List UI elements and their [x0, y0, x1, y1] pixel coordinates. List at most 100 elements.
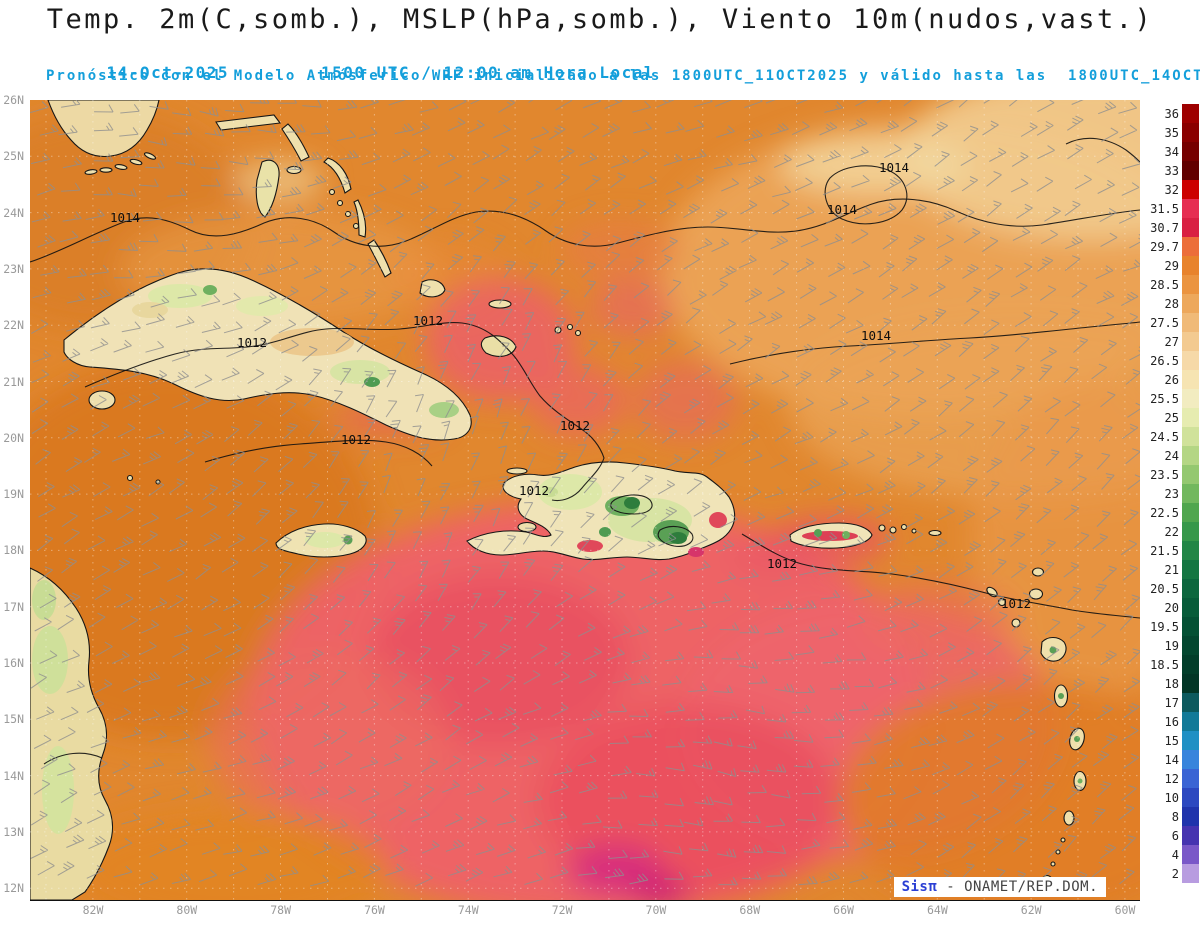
lon-label: 66W [833, 903, 854, 917]
colorbar-label: 16 [1164, 714, 1179, 729]
colorbar-label: 32 [1164, 182, 1179, 197]
colorbar-label: 21.5 [1150, 543, 1179, 558]
colorbar-entry: 20 [1146, 598, 1199, 617]
colorbar-entry: 16 [1146, 712, 1199, 731]
lat-label: 12N [3, 881, 24, 896]
colorbar-entry: 2 [1146, 864, 1199, 883]
isobar-label: 1014 [879, 160, 909, 175]
colorbar-entry: 22.5 [1146, 503, 1199, 522]
colorbar-swatch [1182, 142, 1199, 161]
colorbar-swatch [1182, 636, 1199, 655]
datetime-line: 14-Oct-2025 1500 UTC / 12:00 am Hora Loca… [62, 44, 655, 101]
colorbar-label: 35 [1164, 125, 1179, 140]
colorbar-entry: 20.5 [1146, 579, 1199, 598]
colorbar-entry: 36 [1146, 104, 1199, 123]
colorbar-entry: 25 [1146, 408, 1199, 427]
colorbar-entry: 19.5 [1146, 617, 1199, 636]
colorbar-label: 34 [1164, 144, 1179, 159]
latlon-grid [30, 100, 1140, 900]
colorbar-entry: 19 [1146, 636, 1199, 655]
colorbar-label: 27.5 [1150, 315, 1179, 330]
lat-label: 22N [3, 318, 24, 333]
colorbar-label: 18.5 [1150, 657, 1179, 672]
lon-label: 78W [270, 903, 292, 917]
colorbar-label: 24.5 [1150, 429, 1179, 444]
colorbar-label: 21 [1164, 562, 1179, 577]
isobar-label: 1012 [767, 556, 797, 571]
colorbar-entry: 33 [1146, 161, 1199, 180]
colorbar-swatch [1182, 826, 1199, 845]
colorbar-entry: 27 [1146, 332, 1199, 351]
lon-label: 76W [364, 903, 385, 917]
colorbar-entry: 23 [1146, 484, 1199, 503]
colorbar-entry: 35 [1146, 123, 1199, 142]
colorbar-swatch [1182, 845, 1199, 864]
colorbar-swatch [1182, 351, 1199, 370]
wind-barb-glyphs [30, 100, 1140, 887]
page-title: Temp. 2m(C,somb.), MSLP(hPa,somb.), Vien… [46, 4, 1154, 35]
lon-label: 82W [82, 903, 104, 917]
lat-label: 14N [3, 768, 24, 783]
colorbar-entry: 21.5 [1146, 541, 1199, 560]
colorbar-swatch [1182, 408, 1199, 427]
colorbar-label: 19.5 [1150, 619, 1179, 634]
isobar-label: 1014 [110, 210, 140, 225]
colorbar-entry: 24.5 [1146, 427, 1199, 446]
colorbar-swatch [1182, 503, 1199, 522]
colorbar-swatch [1182, 104, 1199, 123]
colorbar-label: 36 [1164, 106, 1179, 121]
lat-label: 17N [3, 599, 24, 614]
isobars [30, 137, 1140, 765]
colorbar-swatch [1182, 693, 1199, 712]
grid-dotted-lines [30, 100, 1140, 900]
colorbar-swatch [1182, 484, 1199, 503]
colorbar-entry: 21 [1146, 560, 1199, 579]
colorbar-swatch [1182, 769, 1199, 788]
colorbar-label: 31.5 [1150, 201, 1179, 216]
islands-bahamas [215, 114, 582, 357]
isobar-label: 1012 [413, 313, 443, 328]
colorbar-swatch [1182, 674, 1199, 693]
lat-label: 25N [3, 149, 24, 164]
lon-label: 80W [176, 903, 198, 917]
colorbar-entry: 4 [1146, 845, 1199, 864]
lat-label: 15N [3, 712, 24, 727]
colorbar-swatch [1182, 275, 1199, 294]
colorbar-label: 27 [1164, 334, 1179, 349]
colorbar-entry [1146, 883, 1199, 902]
colorbar-label: 24 [1164, 448, 1179, 463]
colorbar-label: 22.5 [1150, 505, 1179, 520]
colorbar-swatch [1182, 256, 1199, 275]
valid-date-text: 14-Oct-2025 [106, 63, 229, 82]
colorbar-label: 14 [1164, 752, 1179, 767]
lat-label: 20N [3, 430, 24, 445]
colorbar-label: 25 [1164, 410, 1179, 425]
colorbar-label: 18 [1164, 676, 1179, 691]
colorbar-label: 2 [1171, 866, 1179, 881]
isla-juventud [88, 390, 116, 410]
colorbar-entry: 26.5 [1146, 351, 1199, 370]
temperature-field [30, 100, 1140, 900]
colorbar-swatch [1182, 332, 1199, 351]
colorbar-entry: 23.5 [1146, 465, 1199, 484]
colorbar-entry: 17 [1146, 693, 1199, 712]
colorbar-label: 20 [1164, 600, 1179, 615]
colorbar-swatch [1182, 655, 1199, 674]
colorbar-entry: 28 [1146, 294, 1199, 313]
colorbar-entry: 32 [1146, 180, 1199, 199]
colorbar-swatch [1182, 541, 1199, 560]
map-area: 1014 1014 1014 1014 1012 1012 1012 1012 1012 1012… [30, 100, 1140, 901]
colorbar-entry: 6 [1146, 826, 1199, 845]
colorbar-entry: 18.5 [1146, 655, 1199, 674]
colorbar-swatch [1182, 807, 1199, 826]
latitude-axis: 26N 25N 24N 23N 22N 21N 20N 19N 18N 17N 16N 15N 14N 1… [0, 93, 27, 900]
colorbar-label: 23 [1164, 486, 1179, 501]
colorbar-label: 26 [1164, 372, 1179, 387]
isobar-label: 1014 [827, 202, 857, 217]
isla-gonave [517, 521, 537, 533]
colorbar-swatch [1182, 389, 1199, 408]
lon-label: 60W [1114, 903, 1136, 917]
colorbar-label: 22 [1164, 524, 1179, 539]
colorbar-swatch [1182, 750, 1199, 769]
colorbar-label: 29.7 [1150, 239, 1179, 254]
